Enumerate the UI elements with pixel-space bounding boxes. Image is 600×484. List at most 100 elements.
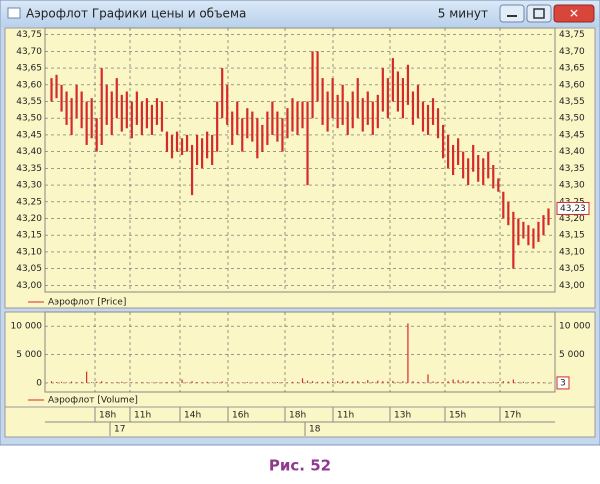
volume-bar <box>487 382 489 383</box>
y-tick-label: 43,55 <box>16 97 42 107</box>
volume-bar <box>256 382 258 383</box>
volume-bar <box>517 382 519 383</box>
volume-bar <box>467 381 469 383</box>
volume-bar <box>327 381 329 383</box>
last-value-box <box>556 201 590 215</box>
volume-bar <box>412 381 414 383</box>
y-tick-label: 43,45 <box>16 130 42 140</box>
volume-bar <box>477 381 479 383</box>
y-tick-label-right: 43,45 <box>559 130 585 140</box>
y-tick-label: 43,50 <box>16 114 42 124</box>
volume-bar <box>101 381 103 383</box>
volume-bar <box>532 382 535 383</box>
volume-bar <box>437 381 439 383</box>
interval: 5 минут <box>438 7 488 21</box>
volume-bar <box>236 382 238 383</box>
volume-bar <box>126 382 128 383</box>
volume-bar <box>281 382 284 383</box>
volume-bar <box>81 381 83 383</box>
last-value-box <box>556 376 570 390</box>
volume-bar <box>422 382 424 383</box>
volume-bar <box>136 382 138 383</box>
y-tick-label-right: 43,50 <box>559 114 585 124</box>
volume-bar <box>231 382 233 383</box>
day-label: 17 <box>114 425 125 435</box>
y-tick-label-right: 43,40 <box>559 147 585 157</box>
volume-bar <box>241 382 243 383</box>
volume-bar <box>452 379 454 383</box>
volume-bar <box>407 323 409 383</box>
volume-bar <box>392 380 394 383</box>
hour-label: 15h <box>449 411 466 421</box>
volume-bar <box>211 382 213 383</box>
y-tick-label-right: 5 000 <box>559 350 585 360</box>
volume-bar <box>311 381 314 383</box>
y-tick-label: 10 000 <box>11 322 43 332</box>
volume-bar <box>337 381 339 383</box>
volume-bar <box>86 371 88 383</box>
y-tick-label: 43,05 <box>16 264 42 274</box>
volume-bar <box>362 382 364 383</box>
volume-bar <box>482 382 484 383</box>
volume-bar <box>537 382 540 383</box>
volume-bar <box>186 382 188 383</box>
volume-bar <box>111 382 113 383</box>
y-tick-label-right: 43,35 <box>559 164 585 174</box>
y-tick-label-right: 43,00 <box>559 281 585 291</box>
volume-bar <box>55 382 58 383</box>
y-tick-label: 43,25 <box>16 197 42 207</box>
volume-bar <box>116 382 118 383</box>
volume-bar <box>377 380 379 383</box>
volume-bar <box>387 381 389 383</box>
y-tick-label-right: 43,30 <box>559 181 585 191</box>
volume-bar <box>96 381 98 383</box>
volume-bar <box>402 381 404 383</box>
volume-bar <box>417 381 419 383</box>
y-tick-label: 43,00 <box>16 281 42 291</box>
hour-label: 11h <box>337 411 354 421</box>
price-plot <box>44 27 556 293</box>
title-bar <box>1 1 599 27</box>
volume-bar <box>357 381 359 383</box>
volume-bar <box>507 381 509 383</box>
hour-label: 18h <box>99 411 116 421</box>
volume-bar <box>181 379 183 383</box>
volume-bar <box>191 381 193 383</box>
volume-bar <box>156 382 158 383</box>
y-tick-label-right: 43,20 <box>559 214 585 224</box>
y-tick-label: 43,10 <box>16 247 42 257</box>
volume-bar <box>432 381 434 383</box>
volume-bar <box>462 380 464 383</box>
volume-bar <box>166 382 168 383</box>
volume-bar <box>527 382 530 383</box>
y-tick-label-right: 43,10 <box>559 247 585 257</box>
volume-bar <box>382 381 384 383</box>
volume-bar <box>547 382 550 384</box>
hour-label: 13h <box>394 411 411 421</box>
volume-bar <box>522 381 524 383</box>
volume-bar <box>146 382 148 383</box>
volume-bar <box>246 382 248 383</box>
volume-bar <box>261 382 263 383</box>
volume-bar <box>301 378 304 383</box>
y-tick-label-right: 43,70 <box>559 47 585 57</box>
close-button[interactable] <box>553 4 595 23</box>
y-tick-label: 43,15 <box>16 231 42 241</box>
last-value: 3 <box>560 378 566 388</box>
volume-bar <box>216 382 218 383</box>
close-icon: ✕ <box>569 7 579 21</box>
minimize-button[interactable] <box>499 4 525 23</box>
maximize-button[interactable] <box>526 4 552 23</box>
volume-bar <box>196 382 198 383</box>
volume-bar <box>306 380 309 383</box>
y-tick-label-right: 43,15 <box>559 231 585 241</box>
legend-label: Аэрофлот [Volume] <box>48 396 138 406</box>
volume-bar <box>321 382 324 383</box>
volume-bar <box>60 381 63 383</box>
hour-label: 16h <box>232 411 249 421</box>
volume-bar <box>271 382 273 383</box>
volume-bar <box>121 381 123 383</box>
legend-label: Аэрофлот [Price] <box>48 298 126 308</box>
last-value: 43,23 <box>560 204 586 214</box>
y-tick-label-right: 43,55 <box>559 97 585 107</box>
